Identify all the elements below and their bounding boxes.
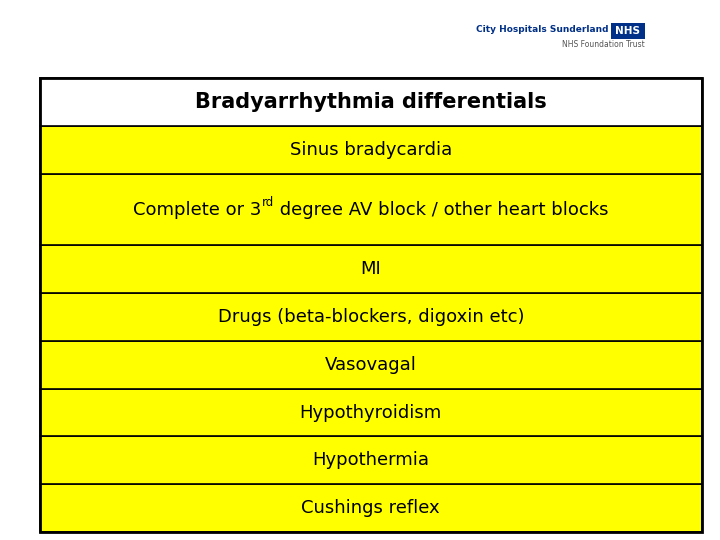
FancyBboxPatch shape xyxy=(40,341,702,389)
Text: NHS: NHS xyxy=(616,26,640,36)
Text: degree AV block / other heart blocks: degree AV block / other heart blocks xyxy=(274,200,608,219)
Text: Sinus bradycardia: Sinus bradycardia xyxy=(289,141,452,159)
FancyBboxPatch shape xyxy=(40,436,702,484)
Text: NHS Foundation Trust: NHS Foundation Trust xyxy=(562,40,645,49)
Text: Vasovagal: Vasovagal xyxy=(325,356,417,374)
FancyBboxPatch shape xyxy=(40,389,702,436)
Text: MI: MI xyxy=(361,260,381,278)
FancyBboxPatch shape xyxy=(40,293,702,341)
FancyBboxPatch shape xyxy=(40,78,702,126)
FancyBboxPatch shape xyxy=(40,484,702,532)
Text: Hypothyroidism: Hypothyroidism xyxy=(300,403,442,422)
Text: Hypothermia: Hypothermia xyxy=(312,451,429,469)
Text: rd: rd xyxy=(261,196,274,210)
FancyBboxPatch shape xyxy=(611,23,645,39)
Text: Bradyarrhythmia differentials: Bradyarrhythmia differentials xyxy=(195,92,546,112)
Text: Cushings reflex: Cushings reflex xyxy=(302,499,440,517)
FancyBboxPatch shape xyxy=(40,126,702,174)
Text: Complete or 3: Complete or 3 xyxy=(133,200,261,219)
Text: Drugs (beta-blockers, digoxin etc): Drugs (beta-blockers, digoxin etc) xyxy=(217,308,524,326)
FancyBboxPatch shape xyxy=(40,245,702,293)
FancyBboxPatch shape xyxy=(40,174,702,245)
Text: City Hospitals Sunderland: City Hospitals Sunderland xyxy=(476,25,608,34)
